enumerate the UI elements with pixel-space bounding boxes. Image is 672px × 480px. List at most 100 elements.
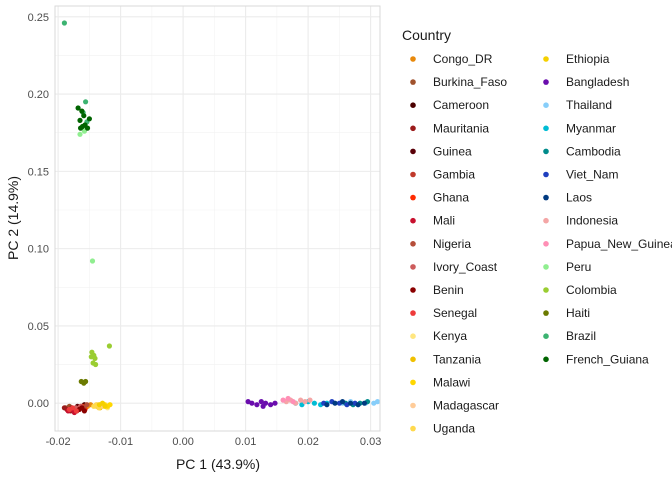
legend-label: Papua_New_Guinea	[566, 237, 672, 251]
legend-label: Malawi	[433, 375, 470, 389]
legend-label: Nigeria	[433, 237, 471, 251]
legend-key	[543, 287, 549, 293]
x-tick-label: 0.00	[172, 436, 193, 448]
legend: Congo_DR Burkina_Faso Cameroon Mauritania Gu…	[410, 52, 672, 436]
data-point	[298, 397, 304, 403]
legend-label: Viet_Nam	[566, 168, 618, 182]
data-point	[332, 400, 338, 406]
data-point	[302, 399, 308, 405]
legend-key	[543, 56, 549, 62]
legend-label: Mauritania	[433, 121, 489, 135]
legend-key	[543, 102, 549, 108]
data-point	[88, 354, 94, 360]
data-point	[75, 105, 81, 111]
data-point	[78, 125, 84, 131]
data-point	[84, 402, 90, 408]
legend-label: Brazil	[566, 329, 596, 343]
legend-key	[410, 402, 416, 409]
legend-label: Benin	[433, 283, 464, 297]
legend-label: Ethiopia	[566, 52, 610, 66]
data-point	[245, 399, 251, 405]
legend-label: Indonesia	[566, 214, 618, 228]
legend-key	[543, 217, 549, 224]
legend-label: Kenya	[433, 329, 467, 343]
legend-label: Peru	[566, 260, 591, 274]
data-point	[280, 397, 286, 403]
data-point	[77, 131, 83, 137]
x-axis-ticks: -0.02 -0.01 0.00 0.01 0.02 0.03	[46, 436, 382, 448]
data-point	[311, 400, 317, 406]
legend-key	[410, 217, 416, 224]
legend-key	[543, 333, 549, 340]
data-point	[81, 408, 87, 414]
data-point	[77, 117, 83, 123]
data-point	[81, 113, 87, 119]
legend-key	[410, 379, 416, 386]
legend-key	[543, 194, 549, 201]
y-tick-label: 0.20	[28, 89, 49, 101]
data-points	[61, 20, 381, 416]
legend-label: Madagascar	[433, 399, 499, 413]
legend-label: Senegal	[433, 306, 477, 320]
panel-border	[54, 5, 381, 432]
data-point	[290, 399, 296, 405]
legend-title: Country	[402, 27, 451, 43]
legend-label: Cameroon	[433, 98, 489, 112]
legend-label: French_Guiana	[566, 352, 649, 366]
data-point	[86, 116, 92, 122]
data-point	[84, 125, 91, 131]
legend-key	[543, 310, 549, 316]
data-point	[307, 397, 313, 403]
data-point	[107, 402, 113, 408]
legend-label: Burkina_Faso	[433, 75, 507, 89]
data-point	[258, 399, 264, 405]
legend-key	[410, 287, 416, 293]
legend-key	[543, 356, 549, 363]
panel-background	[55, 6, 380, 431]
x-tick-label: 0.02	[297, 436, 318, 448]
legend-key	[543, 148, 549, 155]
data-point	[89, 258, 96, 264]
x-tick-label: 0.01	[235, 436, 256, 448]
y-tick-label: 0.25	[28, 12, 49, 24]
legend-key	[543, 125, 549, 132]
legend-label: Colombia	[566, 283, 617, 297]
legend-key	[410, 194, 416, 201]
data-point	[272, 400, 278, 406]
x-axis-title: PC 1 (43.9%)	[176, 456, 260, 472]
grid-lines	[55, 6, 380, 431]
data-point	[260, 403, 266, 409]
legend-label: Myanmar	[566, 121, 616, 135]
data-point	[268, 402, 274, 408]
data-point	[355, 402, 361, 408]
y-tick-label: 0.10	[28, 244, 49, 256]
data-point	[339, 399, 346, 405]
legend-label: Uganda	[433, 422, 475, 436]
legend-key	[410, 241, 416, 247]
legend-key	[410, 56, 416, 62]
legend-label: Congo_DR	[433, 52, 493, 66]
data-point	[79, 108, 85, 114]
data-point	[106, 343, 112, 349]
legend-key	[410, 79, 416, 85]
legend-key	[543, 171, 549, 178]
legend-label: Ghana	[433, 191, 469, 205]
legend-key	[410, 171, 416, 178]
legend-key	[543, 264, 549, 270]
legend-key	[543, 79, 549, 85]
legend-label: Bangladesh	[566, 75, 629, 89]
data-point	[93, 361, 99, 368]
legend-key	[410, 125, 416, 132]
x-tick-label: 0.03	[360, 436, 381, 448]
y-tick-label: 0.05	[28, 321, 49, 333]
data-point	[69, 405, 76, 411]
legend-key	[543, 241, 549, 247]
legend-label: Laos	[566, 191, 592, 205]
data-point	[61, 405, 67, 411]
legend-key	[410, 333, 416, 340]
y-axis-title: PC 2 (14.9%)	[5, 176, 21, 260]
data-point	[361, 400, 367, 406]
legend-label: Haiti	[566, 306, 590, 320]
legend-label: Mali	[433, 214, 455, 228]
legend-key	[410, 356, 416, 363]
